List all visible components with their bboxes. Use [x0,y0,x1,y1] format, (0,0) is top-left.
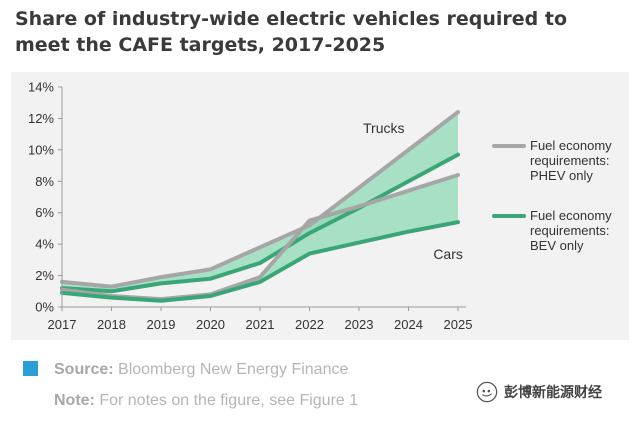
series-line-trucks-bev [60,152,460,294]
annotations: Trucks Cars [363,120,463,262]
legend-label-line: requirements: [530,153,609,168]
x-tick-label: 2023 [345,317,374,332]
series-lines [60,110,460,303]
trucks-cars-bands [62,112,458,301]
y-tick-label: 12% [28,111,54,126]
legend-label: Fuel economy requirements: PHEV only [530,138,612,183]
y-tick-label: 4% [35,237,54,252]
legend-label-line: PHEV only [530,168,593,183]
y-tick-label: 2% [35,268,54,283]
watermark-text: 彭博新能源财经 [504,385,602,401]
legend-label-line: BEV only [530,238,584,253]
y-tick-label: 10% [28,142,54,157]
x-tick-label: 2022 [295,317,324,332]
y-tick-label: 8% [35,174,54,189]
watermark: 彭博新能源财经 [476,380,602,404]
source-line: Source: Bloomberg New Energy Finance [54,361,348,379]
band-trucks [62,112,458,292]
note-line: Note: For notes on the figure, see Figur… [54,392,358,410]
y-tick-label: 0% [35,300,54,315]
legend-label-line: Fuel economy [530,208,612,223]
source-text: Bloomberg New Energy Finance [113,361,349,378]
x-tick-label: 2018 [97,317,126,332]
x-tick-label: 2021 [246,317,275,332]
x-tick-label: 2024 [394,317,423,332]
annotation-trucks: Trucks [363,120,404,136]
axes: 0% 2% 4% 6% 8% 10% 12% 14% 2017 2018 2019 2020 2021 2… [28,80,472,333]
chart-title: Share of industry-wide electric vehicles… [15,8,567,56]
x-tick-label: 2017 [48,317,77,332]
legend-label-line: Fuel economy [530,138,612,153]
note-text: For notes on the figure, see Figure 1 [94,392,359,409]
legend-label: Fuel economy requirements: BEV only [530,208,612,253]
x-tick-label: 2025 [444,317,473,332]
y-tick-label: 14% [28,80,54,95]
x-tick-label: 2019 [147,317,176,332]
y-tick-label: 6% [35,205,54,220]
source-label: Source: [54,361,114,378]
wechat-icon [476,381,498,403]
series-line-cars-bev [60,220,460,303]
x-tick-label: 2020 [196,317,225,332]
note-label: Note: [54,392,95,409]
series-line-trucks-phev [60,110,460,289]
annotation-cars: Cars [433,246,463,262]
source-square [23,361,38,376]
legend-label-line: requirements: [530,223,609,238]
